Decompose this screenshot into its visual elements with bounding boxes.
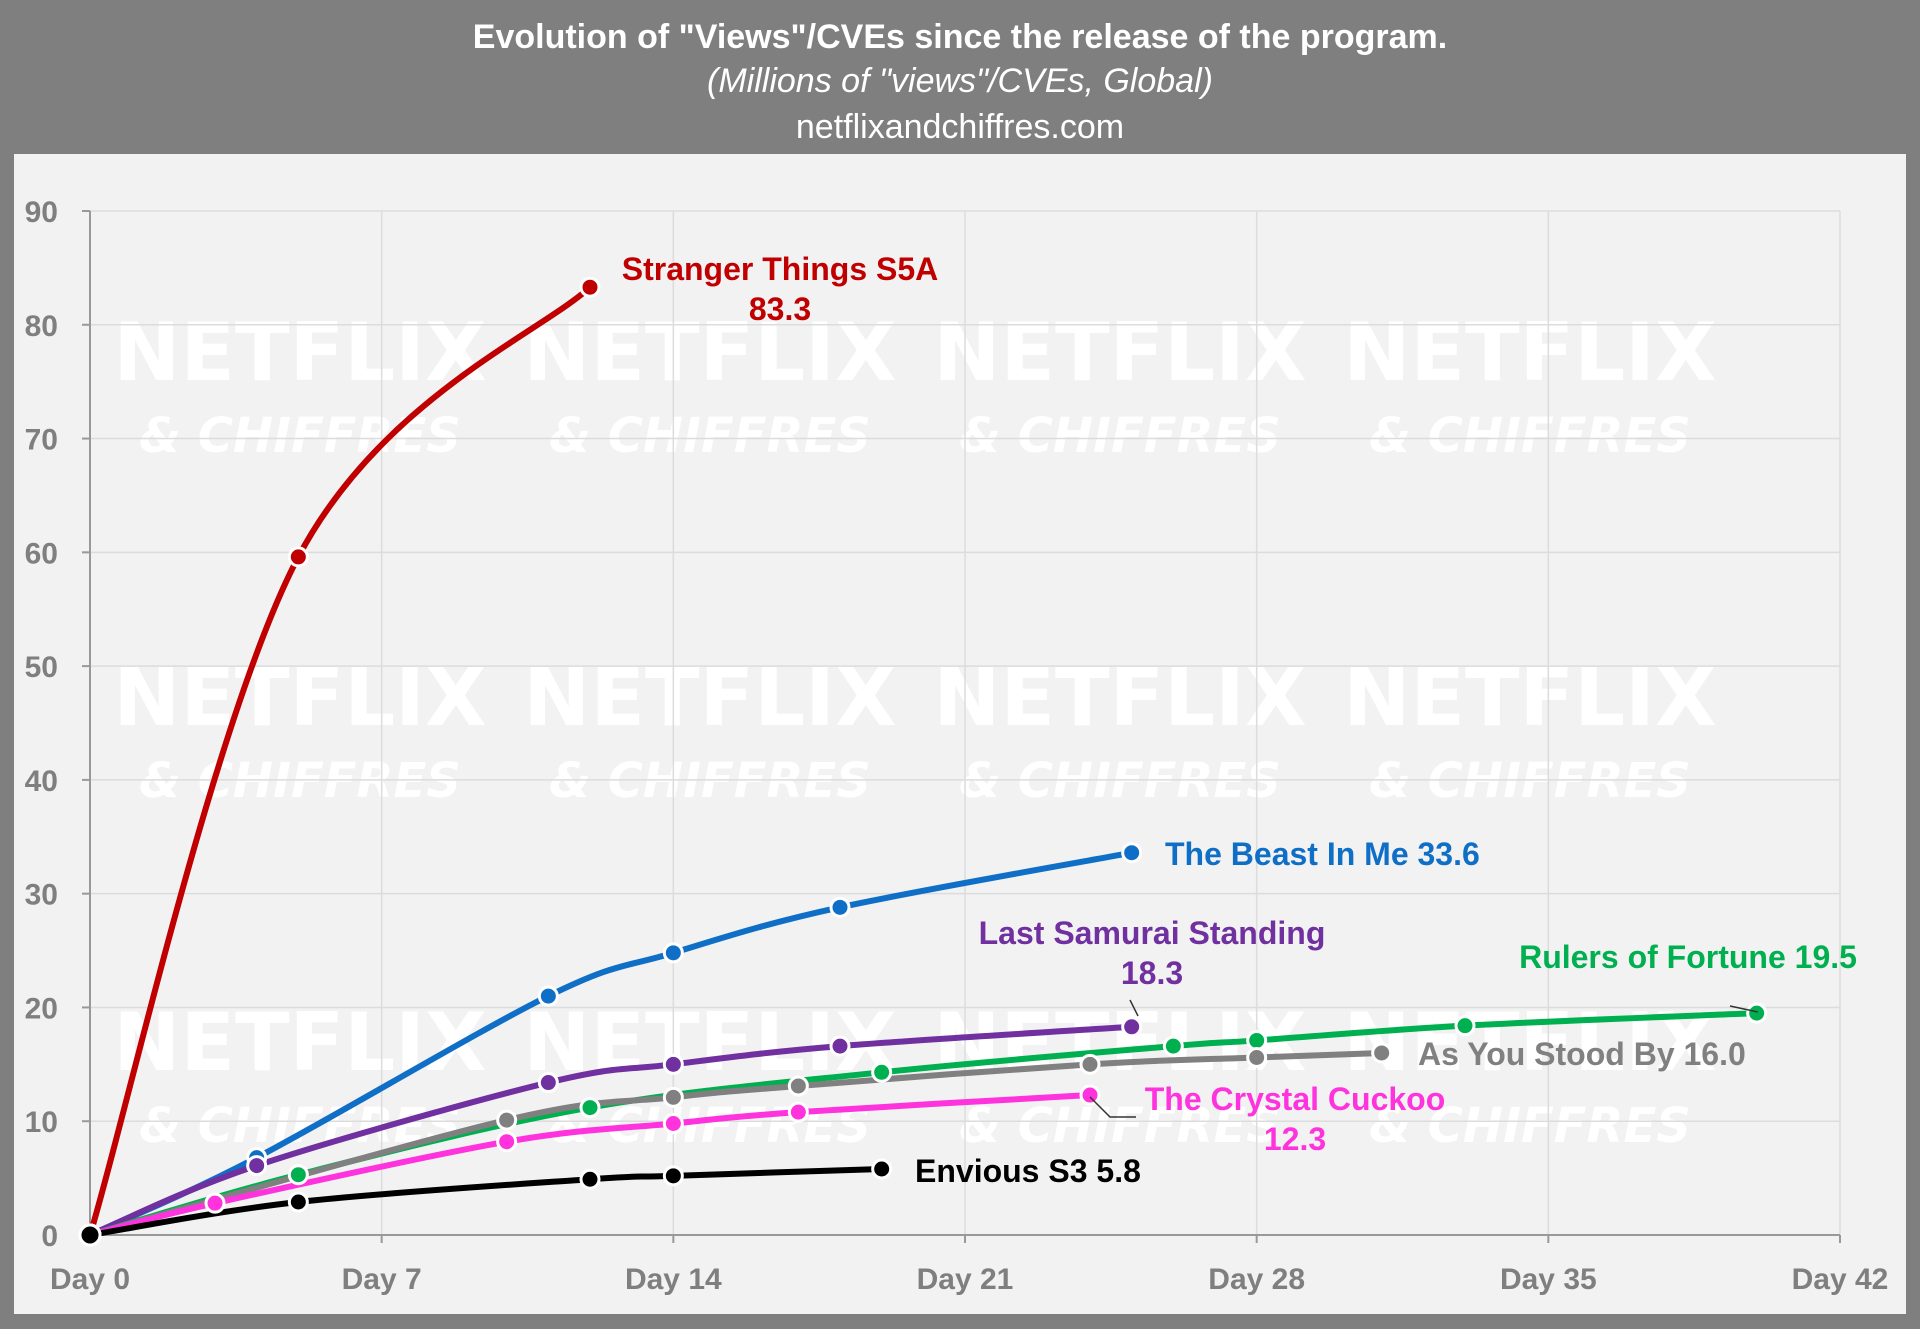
chart-header: Evolution of "Views"/CVEs since the rele… [0, 0, 1920, 154]
series-line-stranger-things-s5a [87, 284, 593, 1238]
y-tick-label: 60 [25, 537, 58, 570]
watermark-logo: & CHIFFRES [549, 408, 871, 464]
y-tick-label: 80 [25, 310, 58, 343]
data-point-the-beast-in-me [1121, 842, 1143, 864]
y-tick-label: 30 [25, 879, 58, 912]
data-point-last-samurai-standing [537, 1072, 559, 1094]
data-point-envious-s3 [662, 1165, 684, 1187]
data-point-the-crystal-cuckoo [787, 1101, 809, 1123]
y-tick-label: 10 [25, 1106, 58, 1139]
series-label-the-beast-in-me: The Beast In Me 33.6 [1165, 836, 1480, 872]
data-point-last-samurai-standing [829, 1035, 851, 1057]
watermark-logo: NETFLIX [113, 306, 486, 399]
x-tick-label: Day 7 [342, 1263, 422, 1296]
data-point-the-beast-in-me [662, 942, 684, 964]
data-point-the-crystal-cuckoo [662, 1112, 684, 1134]
series-labels: Stranger Things S5A 83.3 The Beast In Me 3… [622, 251, 1857, 1189]
data-point-the-beast-in-me [537, 985, 559, 1007]
label-leader-line [1089, 1096, 1136, 1118]
watermark-logo: & CHIFFRES [1369, 753, 1691, 809]
y-tick-label: 40 [25, 765, 58, 798]
series-label-stranger-things-s5a: Stranger Things S5A 83.3 [622, 251, 939, 327]
data-point-envious-s3 [579, 1168, 601, 1190]
data-point-the-crystal-cuckoo [496, 1131, 518, 1153]
series-label-as-you-stood-by: As You Stood By 16.0 [1418, 1036, 1746, 1072]
x-tick-label: Day 42 [1792, 1263, 1889, 1296]
chart-title: Evolution of "Views"/CVEs since the rele… [472, 18, 1448, 56]
watermark-logo: NETFLIX [1343, 306, 1716, 399]
data-point-rulers-of-fortune [287, 1164, 309, 1186]
x-tick-label: Day 35 [1500, 1263, 1597, 1296]
series-label-the-crystal-cuckoo: The Crystal Cuckoo 12.3 [1145, 1081, 1446, 1157]
series-line-last-samurai-standing [87, 1023, 1135, 1238]
series-label-envious-s3: Envious S3 5.8 [915, 1153, 1141, 1189]
label-leader-line [1729, 1005, 1759, 1013]
data-point-last-samurai-standing [246, 1155, 268, 1177]
watermark-logo: NETFLIX [523, 306, 896, 399]
watermark-logo: NETFLIX [1343, 996, 1716, 1089]
source-site: netflixandchiffres.com [795, 108, 1125, 146]
data-point-rulers-of-fortune [579, 1097, 601, 1119]
watermark-logo: NETFLIX [113, 651, 486, 744]
series-line-envious-s3 [87, 1166, 885, 1238]
watermark-logo: & CHIFFRES [549, 753, 871, 809]
data-point-the-crystal-cuckoo [204, 1192, 226, 1214]
watermark-logo: & CHIFFRES [959, 1098, 1281, 1154]
tick-labels: 0 10 20 30 40 50 60 70 80 90 Day 0 Day 7 Day 14 Day 2… [25, 196, 1889, 1296]
data-point-as-you-stood-by [1246, 1047, 1268, 1069]
data-point-as-you-stood-by [662, 1086, 684, 1108]
y-tick-label: 50 [25, 651, 58, 684]
data-point-rulers-of-fortune [1246, 1029, 1268, 1051]
watermark-logo: NETFLIX [933, 306, 1306, 399]
data-point-as-you-stood-by [496, 1109, 518, 1131]
watermark-logo: & CHIFFRES [1369, 408, 1691, 464]
data-point-the-beast-in-me [829, 896, 851, 918]
data-point-last-samurai-standing [662, 1053, 684, 1075]
data-point-rulers-of-fortune [1162, 1035, 1184, 1057]
x-tick-label: Day 0 [50, 1263, 130, 1296]
series-label-last-samurai-standing: Last Samurai Standing 18.3 [979, 915, 1326, 991]
data-point-rulers-of-fortune [1746, 1002, 1768, 1024]
watermark-logo: NETFLIX [113, 996, 486, 1089]
label-leader-line [1129, 999, 1139, 1017]
watermark-logo: & CHIFFRES [139, 753, 461, 809]
y-tick-label: 70 [25, 424, 58, 457]
data-point-stranger-things-s5a [579, 276, 601, 298]
series-layer [78, 276, 1768, 1247]
series-line-as-you-stood-by [87, 1049, 1385, 1238]
data-point-as-you-stood-by [1079, 1053, 1101, 1075]
data-point-as-you-stood-by [1371, 1042, 1393, 1064]
data-point-rulers-of-fortune [871, 1061, 893, 1083]
y-tick-label: 0 [41, 1220, 58, 1253]
y-tick-label: 20 [25, 992, 58, 1025]
data-point-rulers-of-fortune [1454, 1015, 1476, 1037]
data-point-envious-s3 [287, 1191, 309, 1213]
watermark-logo: & CHIFFRES [959, 753, 1281, 809]
watermark-logo: & CHIFFRES [1369, 1098, 1691, 1154]
data-point-last-samurai-standing [1121, 1016, 1143, 1038]
watermark-logo: NETFLIX [933, 651, 1306, 744]
series-label-rulers-of-fortune: Rulers of Fortune 19.5 [1519, 939, 1857, 975]
x-tick-label: Day 14 [625, 1263, 722, 1296]
data-point-as-you-stood-by [787, 1075, 809, 1097]
y-tick-label: 90 [25, 196, 58, 229]
data-point-the-crystal-cuckoo [1079, 1084, 1101, 1106]
chart-subtitle: (Millions of "views"/CVEs, Global) [707, 62, 1213, 100]
watermark-logo: & CHIFFRES [959, 408, 1281, 464]
x-tick-label: Day 28 [1208, 1263, 1305, 1296]
x-tick-label: Day 21 [917, 1263, 1014, 1296]
watermark-logo: NETFLIX [523, 651, 896, 744]
data-point-envious-s3 [78, 1223, 102, 1247]
data-point-envious-s3 [871, 1158, 893, 1180]
data-point-stranger-things-s5a [287, 546, 309, 568]
watermark-logo: NETFLIX [1343, 651, 1716, 744]
